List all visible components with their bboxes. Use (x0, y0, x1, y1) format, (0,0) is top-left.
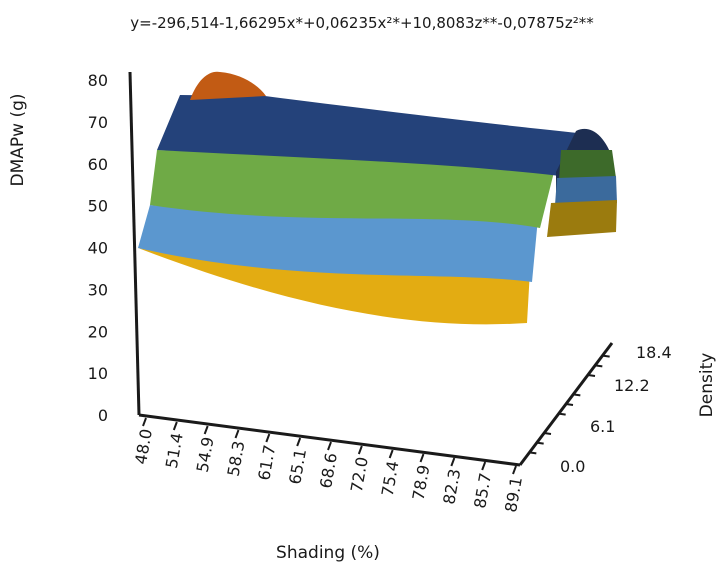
surface-edge-right-yellow (547, 200, 617, 237)
surface-band-70-80 (190, 71, 266, 100)
y-tick-label: 80 (88, 71, 108, 90)
x-tick-label: 61.7 (254, 443, 279, 481)
surface-band-40-50 (138, 205, 538, 282)
x-tick-label: 78.9 (409, 463, 434, 501)
x-tick-mark (296, 437, 302, 447)
x-tick-label: 89.1 (501, 475, 526, 513)
z-tick-label: 18.4 (636, 343, 672, 362)
y-tick-label: 40 (88, 239, 108, 258)
x-axis-title: Shading (%) (276, 543, 380, 563)
x-tick-label: 54.9 (193, 435, 218, 473)
x-tick-mark (142, 417, 147, 427)
z-minor-tick (565, 403, 574, 406)
x-tick-label: 58.3 (224, 439, 249, 477)
x-tick-label: 51.4 (162, 431, 187, 469)
y-axis-line (128, 71, 141, 416)
x-tick-label: 75.4 (378, 459, 403, 497)
x-tick-mark (419, 453, 425, 463)
z-minor-tick (573, 393, 581, 397)
y-tick-label: 60 (88, 155, 108, 174)
surface-band-50-60 (150, 150, 555, 228)
x-tick-mark (357, 445, 363, 455)
x-tick-mark (172, 421, 178, 431)
z-minor-tick (543, 432, 552, 435)
y-tick-labels: 0 10 20 30 40 50 60 70 80 (88, 71, 108, 425)
z-axis-title: Density (697, 353, 717, 418)
z-tick-labels: 0.0 6.1 12.2 18.4 (529, 343, 672, 476)
x-tick-label: 48.0 (131, 427, 156, 465)
x-tick-labels: 48.0 51.4 54.9 58.3 61.7 65.1 68.6 72.0 75.4 78.9… (131, 417, 526, 514)
x-tick-mark (203, 425, 209, 435)
surface-band-60-70 (157, 95, 578, 176)
x-tick-label: 85.7 (470, 471, 495, 509)
z-minor-tick (558, 412, 566, 416)
z-minor-tick (587, 374, 596, 377)
y-axis-title: DMAPw (g) (8, 93, 28, 186)
z-minor-tick (536, 441, 544, 445)
z-tick-label: 6.1 (590, 417, 615, 436)
y-tick-label: 70 (88, 113, 108, 132)
chart-title: y=-296,514-1,66295x*+0,06235x²*+10,8083z… (130, 14, 594, 32)
z-tick-label: 0.0 (560, 457, 585, 476)
x-tick-mark (512, 465, 517, 475)
x-tick-label: 72.0 (347, 455, 372, 493)
y-tick-label: 10 (88, 364, 108, 383)
x-tick-mark (234, 429, 240, 439)
z-minor-tick (595, 364, 603, 368)
x-tick-mark (481, 461, 487, 471)
y-tick-label: 30 (88, 280, 108, 299)
y-tick-label: 20 (88, 322, 108, 341)
x-tick-mark (388, 449, 394, 459)
z-tick-label: 12.2 (614, 376, 650, 395)
x-tick-mark (450, 457, 456, 467)
y-tick-label: 50 (88, 197, 108, 216)
x-tick-label: 82.3 (439, 467, 464, 505)
z-minor-tick (602, 354, 610, 358)
surface-edge-right-blue (555, 176, 617, 205)
x-axis-line (138, 413, 521, 467)
surface-plot (138, 71, 617, 325)
x-tick-mark (327, 441, 332, 451)
y-tick-label: 0 (98, 406, 108, 425)
z-minor-tick (529, 451, 537, 455)
x-tick-label: 65.1 (285, 447, 310, 485)
x-tick-mark (265, 433, 271, 443)
surface-edge-right-green (559, 150, 616, 180)
x-tick-label: 68.6 (316, 451, 341, 489)
